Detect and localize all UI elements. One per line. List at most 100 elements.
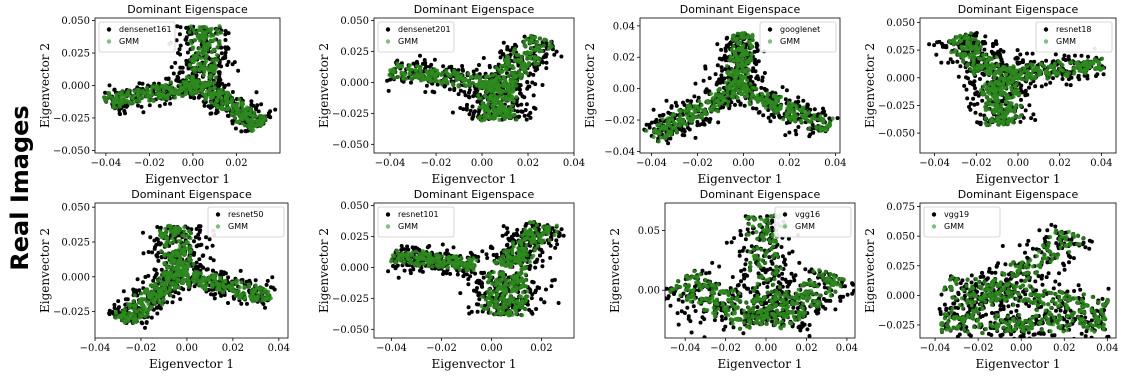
data-point	[1030, 51, 1035, 56]
data-point	[1060, 77, 1065, 81]
gmm-point	[486, 106, 490, 111]
gmm-point	[717, 86, 722, 91]
gmm-point	[190, 74, 195, 79]
gmm-point	[203, 97, 208, 102]
data-point	[388, 77, 393, 82]
gmm-point	[387, 72, 392, 77]
gmm-point	[688, 118, 693, 123]
gmm-point	[810, 116, 815, 120]
gmm-point	[973, 37, 978, 42]
data-point	[696, 95, 701, 100]
data-point	[972, 83, 977, 88]
gmm-point	[743, 62, 747, 67]
data-point	[751, 106, 755, 111]
data-point	[472, 90, 477, 95]
data-point	[185, 50, 190, 55]
gmm-point	[466, 71, 471, 76]
gmm-point	[548, 40, 553, 44]
data-point	[1028, 81, 1033, 86]
y-tick-label: 0.050	[61, 16, 90, 27]
gmm-point	[819, 126, 824, 131]
data-point	[540, 83, 545, 87]
data-point	[994, 42, 999, 46]
gmm-point	[658, 126, 663, 131]
gmm-point	[205, 47, 210, 52]
data-point	[719, 65, 724, 70]
data-point	[530, 80, 535, 85]
gmm-point	[766, 92, 771, 97]
gmm-point	[672, 125, 677, 130]
gmm-point	[1022, 66, 1026, 71]
gmm-point	[105, 96, 110, 101]
data-point	[716, 120, 721, 125]
gmm-point	[497, 67, 501, 72]
gmm-point	[986, 63, 991, 68]
data-point	[168, 101, 173, 106]
gmm-point	[997, 67, 1002, 72]
gmm-point	[755, 99, 760, 104]
data-point	[458, 88, 463, 93]
gmm-point	[484, 90, 489, 95]
gmm-point	[111, 105, 116, 110]
gmm-point	[396, 74, 401, 79]
gmm-point	[477, 105, 482, 110]
gmm-point	[498, 110, 503, 115]
gmm-point	[157, 89, 162, 94]
gmm-point	[197, 46, 202, 51]
gmm-point	[496, 80, 500, 85]
gmm-point	[169, 85, 174, 90]
data-point	[1027, 103, 1032, 108]
gmm-point	[457, 75, 462, 79]
gmm-point	[529, 45, 534, 50]
gmm-point	[161, 93, 166, 98]
data-point	[944, 43, 949, 48]
data-point	[715, 63, 720, 68]
gmm-point	[966, 62, 971, 67]
gmm-point	[123, 93, 128, 98]
gmm-point	[985, 69, 990, 74]
gmm-point	[434, 71, 439, 76]
data-point	[1000, 60, 1005, 65]
data-point	[1024, 92, 1029, 97]
gmm-point	[989, 56, 994, 61]
gmm-point	[150, 92, 155, 97]
gmm-point	[211, 70, 216, 75]
data-point	[1032, 59, 1037, 64]
gmm-point	[445, 81, 450, 86]
gmm-point	[686, 108, 691, 113]
gmm-point	[502, 94, 507, 99]
gmm-point	[749, 52, 754, 57]
gmm-point	[193, 90, 198, 95]
data-point	[180, 70, 185, 75]
x-tick-label: −0.04	[375, 158, 406, 169]
gmm-point	[769, 100, 774, 105]
data-point	[259, 102, 264, 107]
gmm-point	[482, 82, 487, 87]
gmm-point	[499, 88, 504, 93]
gmm-point	[480, 102, 485, 106]
gmm-point	[740, 44, 745, 49]
gmm-point	[456, 71, 461, 76]
gmm-point	[214, 27, 219, 32]
data-point	[450, 110, 455, 115]
gmm-point	[208, 96, 213, 100]
gmm-point	[536, 45, 540, 50]
gmm-point	[213, 75, 218, 80]
data-point	[972, 102, 977, 107]
gmm-point	[525, 37, 530, 42]
gmm-point	[678, 123, 683, 128]
gmm-point	[753, 95, 758, 100]
data-point	[522, 95, 527, 100]
gmm-point	[481, 104, 485, 109]
gmm-point	[525, 71, 529, 76]
gmm-point	[197, 79, 201, 84]
gmm-point	[789, 104, 793, 109]
gmm-point	[151, 99, 156, 103]
gmm-point	[199, 56, 203, 61]
y-axis-label: Eigenvector 2	[38, 43, 52, 128]
scatter-chart-3: Dominant Eigenspace−0.04 −0.02 0.00 0.02 0.0…	[583, 3, 847, 186]
gmm-point	[1048, 73, 1053, 78]
gmm-point	[1083, 71, 1088, 76]
gmm-point	[506, 85, 511, 90]
data-point	[223, 50, 228, 55]
